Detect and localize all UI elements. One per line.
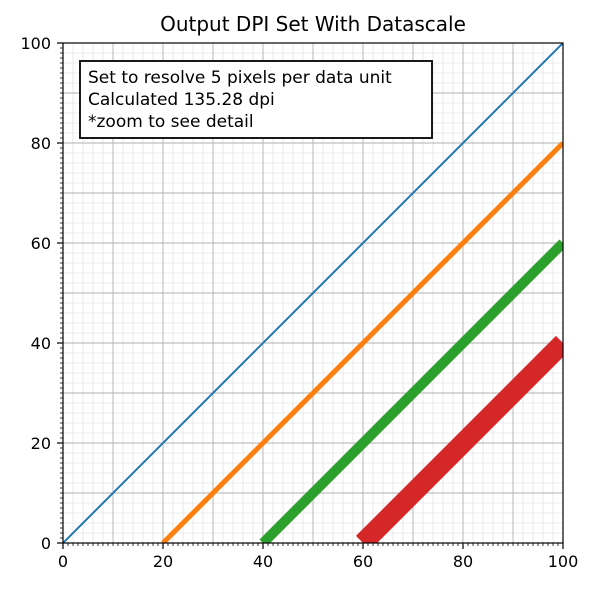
- annotation-line-3: *zoom to see detail: [88, 112, 254, 132]
- y-tick-label: 80: [31, 134, 51, 153]
- x-tick-label: 40: [253, 552, 273, 571]
- x-tick-label: 20: [153, 552, 173, 571]
- x-tick-label: 100: [548, 552, 579, 571]
- y-tick-label: 40: [31, 334, 51, 353]
- y-tick-label: 60: [31, 234, 51, 253]
- annotation-frame: [79, 60, 433, 139]
- axis-tick-labels: 0 20 40 60 80 100 0 20 40 60 80 100: [20, 34, 578, 571]
- y-tick-label: 100: [20, 34, 51, 53]
- annotation-line-1: Set to resolve 5 pixels per data unit: [88, 68, 392, 88]
- annotation-box: Set to resolve 5 pixels per data unit Ca…: [79, 60, 433, 139]
- x-tick-label: 60: [353, 552, 373, 571]
- x-tick-label: 80: [453, 552, 473, 571]
- annotation-line-2: Calculated 135.28 dpi: [88, 90, 275, 110]
- y-tick-label: 20: [31, 434, 51, 453]
- x-tick-label: 0: [58, 552, 68, 571]
- series-line-2: [161, 141, 563, 543]
- chart-title: Output DPI Set With Datascale: [160, 12, 466, 36]
- series-layer: [63, 43, 563, 543]
- y-tick-label: 0: [41, 534, 51, 553]
- series-line-1: [63, 43, 563, 543]
- series-line-3: [259, 239, 563, 543]
- axis-ticks: [57, 42, 564, 549]
- series-line-4: [355, 335, 563, 543]
